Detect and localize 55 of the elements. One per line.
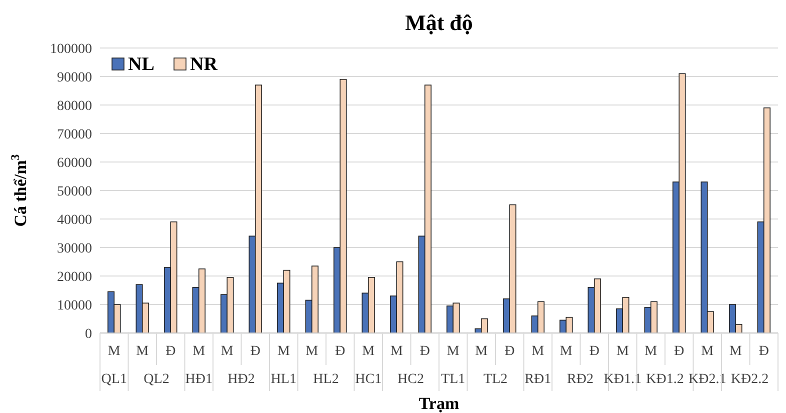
y-tick-label: 0 xyxy=(85,326,92,342)
y-tick-label: 60000 xyxy=(57,156,92,171)
text: HL1 xyxy=(270,372,296,387)
x-tick-label: Đ xyxy=(166,344,176,359)
x-tick-label: M xyxy=(701,344,714,359)
text: HC1 xyxy=(355,372,382,387)
x-tick-label: M xyxy=(136,344,150,359)
y-tick-label: 100000 xyxy=(50,42,92,57)
y-tick-label: 30000 xyxy=(57,241,92,256)
x-tick-label: Đ xyxy=(420,344,430,359)
text: QL2 xyxy=(144,372,170,387)
x-tick-label: M xyxy=(277,344,290,359)
y-tick-label: 80000 xyxy=(57,98,92,114)
text: KĐ2.1 xyxy=(688,372,726,387)
x-tick-label: M xyxy=(532,344,545,359)
text: KĐ1.2 xyxy=(646,372,684,387)
y-tick-label: 90000 xyxy=(57,70,92,86)
chart-title: Mật độ xyxy=(405,10,473,35)
text: HĐ2 xyxy=(228,372,255,387)
x-tick-label: M xyxy=(729,344,742,359)
text: HĐ1 xyxy=(185,372,212,387)
x-tick-label: M xyxy=(108,344,121,359)
x-tick-label: M xyxy=(306,344,319,359)
x-tick-label: Đ xyxy=(504,344,515,359)
text: KĐ1.1 xyxy=(604,372,642,387)
text: RĐ2 xyxy=(567,372,594,387)
x-tick-label: Đ xyxy=(589,344,600,359)
x-tick-label: Đ xyxy=(250,344,260,359)
x-tick-label: Đ xyxy=(674,344,684,359)
x-axis-title: Trạm xyxy=(418,394,460,413)
x-tick-label: M xyxy=(475,344,488,359)
text: TL1 xyxy=(441,372,466,387)
text: KĐ2.2 xyxy=(730,372,769,387)
x-tick-label: M xyxy=(446,344,460,359)
x-tick-label: M xyxy=(220,344,234,359)
x-tick-label: M xyxy=(192,344,206,359)
y-tick-label: 10000 xyxy=(57,298,92,314)
legend-label: NR xyxy=(190,54,218,75)
x-tick-label: M xyxy=(616,344,630,359)
x-tick-label: Đ xyxy=(758,344,769,359)
x-tick-label: Đ xyxy=(335,344,346,359)
y-tick-label: 20000 xyxy=(57,270,92,285)
text: HC2 xyxy=(398,372,424,387)
text: QL1 xyxy=(101,372,127,387)
text: TL2 xyxy=(483,372,508,387)
x-tick-label: M xyxy=(390,344,404,359)
y-tick-label: 70000 xyxy=(57,127,92,142)
legend-label: NL xyxy=(128,54,154,75)
y-tick-label: 40000 xyxy=(57,212,92,228)
x-tick-label: M xyxy=(560,344,573,359)
x-tick-label: M xyxy=(644,344,658,359)
text: RĐ1 xyxy=(524,372,552,387)
x-tick-label: M xyxy=(362,344,376,359)
text: HL2 xyxy=(313,372,339,387)
y-tick-label: 50000 xyxy=(57,184,92,200)
